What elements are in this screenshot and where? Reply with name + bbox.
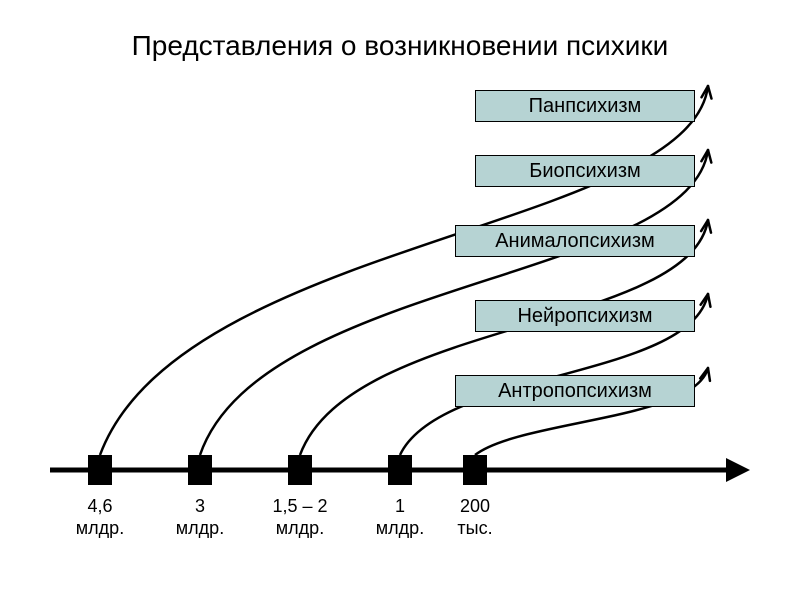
box-animalpsychism: Анималопсихизм bbox=[455, 225, 695, 257]
box-biopsychism: Биопсихизм bbox=[475, 155, 695, 187]
tick-label-1-line2: млдр. bbox=[176, 518, 224, 538]
tick-label-0-line2: млдр. bbox=[76, 518, 124, 538]
tick-label-4-line1: 200 bbox=[460, 496, 490, 516]
tick-label-3-line2: млдр. bbox=[376, 518, 424, 538]
box-anthropsychism: Антропопсихизм bbox=[455, 375, 695, 407]
tick-label-2-line2: млдр. bbox=[276, 518, 324, 538]
tick-label-3-line1: 1 bbox=[395, 496, 405, 516]
box-panpsychism: Панпсихизм bbox=[475, 90, 695, 122]
tick-label-2-line1: 1,5 – 2 bbox=[272, 496, 327, 516]
tick-label-0-line1: 4,6 bbox=[87, 496, 112, 516]
tick-label-2: 1,5 – 2 млдр. bbox=[255, 495, 345, 539]
tick-label-1-line1: 3 bbox=[195, 496, 205, 516]
diagram-canvas: Представления о возникновении психики Па… bbox=[0, 0, 800, 600]
tick-label-0: 4,6 млдр. bbox=[55, 495, 145, 539]
tick-label-4: 200 тыс. bbox=[430, 495, 520, 539]
tick-label-1: 3 млдр. bbox=[155, 495, 245, 539]
tick-label-4-line2: тыс. bbox=[457, 518, 492, 538]
box-neuropsychism: Нейропсихизм bbox=[475, 300, 695, 332]
